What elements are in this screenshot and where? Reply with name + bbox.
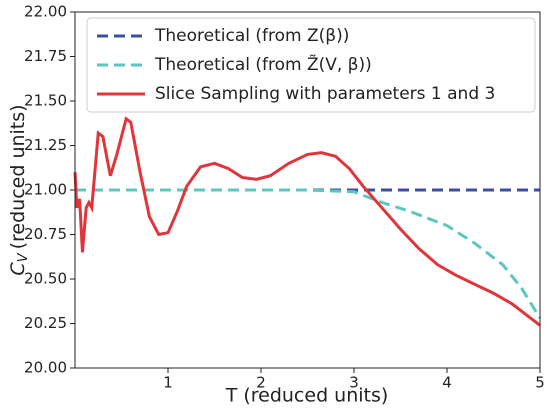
y-label-symbol: C: [7, 262, 29, 276]
y-axis-label: CV (reduced units): [7, 104, 31, 275]
legend-label: Slice Sampling with parameters 1 and 3: [155, 84, 495, 104]
y-tick-label: 21.00: [24, 181, 67, 199]
y-tick-label: 21.50: [24, 92, 67, 110]
y-tick-label: 20.25: [24, 314, 67, 332]
x-tick-label: 4: [442, 374, 452, 392]
y-tick-label: 22.00: [24, 3, 67, 21]
x-tick-label: 1: [163, 374, 173, 392]
series-line: [75, 188, 542, 319]
series-line: [73, 116, 541, 327]
y-tick-label: 20.50: [24, 270, 67, 288]
y-tick-label: 21.25: [24, 136, 67, 154]
y-label-text: (reduced units): [7, 104, 29, 249]
x-axis-label: T (reduced units): [225, 385, 389, 407]
y-tick-label: 21.75: [24, 47, 67, 65]
y-tick-label: 20.00: [24, 359, 67, 377]
legend-label: Theoretical (from Z̃(V, β)): [154, 54, 372, 75]
plot-frame: [74, 11, 541, 369]
y-label-subscript: V: [16, 252, 31, 262]
y-tick-label: 20.75: [24, 225, 67, 243]
x-tick-label: 5: [535, 374, 545, 392]
legend-label: Theoretical (from Z(β)): [154, 26, 349, 46]
x-tick-label: 2: [256, 374, 266, 392]
legend-box: [86, 17, 536, 113]
x-tick-label: 3: [349, 374, 359, 392]
